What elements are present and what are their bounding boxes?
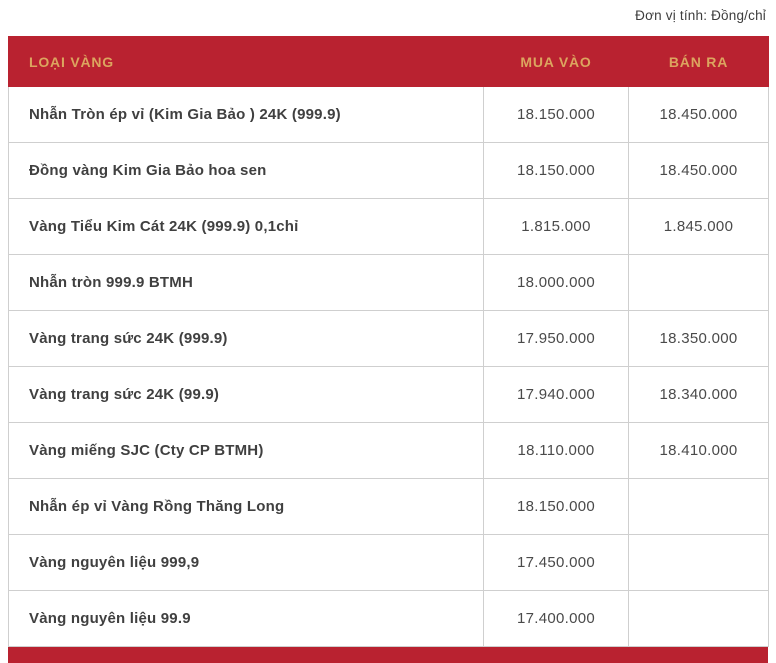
sell-price-cell: 18.350.000 [628, 310, 769, 367]
table-body: Nhẫn Tròn ép vỉ (Kim Gia Bảo ) 24K (999.… [8, 86, 769, 647]
gold-type-cell: Vàng Tiểu Kim Cát 24K (999.9) 0,1chỉ [8, 198, 484, 255]
unit-note: Đơn vị tính: Đồng/chỉ [635, 8, 766, 23]
table-row: Vàng trang sức 24K (999.9) 17.950.000 18.3… [8, 310, 769, 367]
buy-price-cell: 17.400.000 [483, 590, 629, 647]
table-row: Nhẫn ép vỉ Vàng Rồng Thăng Long 18.150.00… [8, 478, 769, 535]
sell-price-cell [628, 478, 769, 535]
sell-price-cell: 18.450.000 [628, 86, 769, 143]
gold-type-cell: Nhẫn tròn 999.9 BTMH [8, 254, 484, 311]
gold-type-cell: Nhẫn ép vỉ Vàng Rồng Thăng Long [8, 478, 484, 535]
table-row: Vàng nguyên liệu 999,9 17.450.000 [8, 534, 769, 591]
gold-type-cell: Vàng trang sức 24K (999.9) [8, 310, 484, 367]
gold-type-cell: Vàng trang sức 24K (99.9) [8, 366, 484, 423]
table-footer-bar [8, 647, 768, 663]
table-header: LOẠI VÀNG MUA VÀO BÁN RA [8, 36, 769, 87]
buy-price-cell: 1.815.000 [483, 198, 629, 255]
sell-price-cell [628, 534, 769, 591]
gold-type-cell: Vàng nguyên liệu 99.9 [8, 590, 484, 647]
table-row: Vàng trang sức 24K (99.9) 17.940.000 18.34… [8, 366, 769, 423]
buy-price-cell: 18.150.000 [483, 142, 629, 199]
header-row: LOẠI VÀNG MUA VÀO BÁN RA [8, 36, 769, 87]
buy-price-cell: 17.450.000 [483, 534, 629, 591]
sell-price-cell: 18.340.000 [628, 366, 769, 423]
buy-price-cell: 18.000.000 [483, 254, 629, 311]
table-row: Vàng nguyên liệu 99.9 17.400.000 [8, 590, 769, 647]
gold-price-table: LOẠI VÀNG MUA VÀO BÁN RA Nhẫn Tròn ép vỉ… [8, 36, 769, 647]
buy-price-cell: 18.150.000 [483, 478, 629, 535]
table-row: Nhẫn Tròn ép vỉ (Kim Gia Bảo ) 24K (999.… [8, 86, 769, 143]
buy-price-cell: 18.110.000 [483, 422, 629, 479]
gold-type-cell: Vàng nguyên liệu 999,9 [8, 534, 484, 591]
gold-type-cell: Nhẫn Tròn ép vỉ (Kim Gia Bảo ) 24K (999.… [8, 86, 484, 143]
sell-price-cell [628, 254, 769, 311]
table-row: Vàng miếng SJC (Cty CP BTMH) 18.110.000 18… [8, 422, 769, 479]
header-gold-type: LOẠI VÀNG [8, 36, 484, 87]
header-buy-price: MUA VÀO [483, 36, 629, 87]
buy-price-cell: 17.950.000 [483, 310, 629, 367]
gold-price-table-wrap: LOẠI VÀNG MUA VÀO BÁN RA Nhẫn Tròn ép vỉ… [8, 36, 769, 663]
gold-type-cell: Vàng miếng SJC (Cty CP BTMH) [8, 422, 484, 479]
sell-price-cell: 18.410.000 [628, 422, 769, 479]
table-row: Nhẫn tròn 999.9 BTMH 18.000.000 [8, 254, 769, 311]
sell-price-cell: 18.450.000 [628, 142, 769, 199]
gold-type-cell: Đồng vàng Kim Gia Bảo hoa sen [8, 142, 484, 199]
table-row: Vàng Tiểu Kim Cát 24K (999.9) 0,1chỉ 1.81… [8, 198, 769, 255]
buy-price-cell: 18.150.000 [483, 86, 629, 143]
buy-price-cell: 17.940.000 [483, 366, 629, 423]
header-sell-price: BÁN RA [628, 36, 769, 87]
table-row: Đồng vàng Kim Gia Bảo hoa sen 18.150.000 1… [8, 142, 769, 199]
sell-price-cell: 1.845.000 [628, 198, 769, 255]
sell-price-cell [628, 590, 769, 647]
